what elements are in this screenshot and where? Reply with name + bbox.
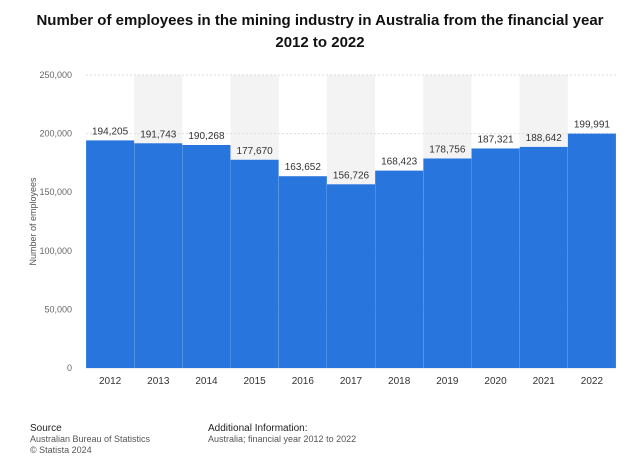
x-tick-label: 2012	[99, 376, 122, 387]
bar	[423, 158, 472, 368]
bar-value-label: 187,321	[477, 134, 514, 145]
x-tick-label: 2017	[340, 376, 363, 387]
x-tick-label: 2019	[436, 376, 459, 387]
bar	[230, 159, 279, 368]
bar-value-label: 188,642	[526, 133, 563, 144]
bar	[86, 140, 135, 368]
copyright-line: © Statista 2024	[30, 445, 92, 455]
y-tick-label: 200,000	[39, 129, 72, 139]
y-axis-label: Number of employees	[28, 177, 38, 266]
y-tick-label: 250,000	[39, 70, 72, 80]
bar	[278, 176, 327, 368]
x-axis-ticks: 2012 2013 2014 2015 2016 2017 2018 2019 2020 2021…	[99, 376, 604, 387]
bar-value-label: 194,205	[92, 126, 129, 137]
source-line: Australian Bureau of Statistics	[30, 434, 151, 444]
bar	[182, 145, 231, 368]
bar	[134, 143, 183, 368]
y-tick-label: 150,000	[39, 187, 72, 197]
bar-value-label: 177,670	[237, 146, 274, 157]
x-tick-label: 2018	[388, 376, 411, 387]
bars	[86, 133, 616, 368]
bar-value-label: 191,743	[140, 129, 177, 140]
x-tick-label: 2022	[581, 376, 604, 387]
bar-value-label: 163,652	[285, 162, 322, 173]
additional-info-block: Additional Information: Australia; finan…	[208, 423, 356, 445]
value-labels: 194,205 191,743 190,268 177,670 163,652 156,7…	[92, 120, 610, 182]
additional-info-text: Australia; financial year 2012 to 2022	[208, 434, 357, 444]
bar	[327, 184, 375, 368]
x-tick-label: 2013	[147, 376, 170, 387]
y-axis-ticks: 0 50,000 100,000 150,000 200,000 250,000	[39, 70, 72, 373]
bar-value-label: 178,756	[429, 144, 466, 155]
bar	[567, 133, 616, 368]
x-tick-label: 2015	[244, 376, 267, 387]
additional-info-heading: Additional Information:	[208, 423, 308, 434]
source-block: Source Australian Bureau of Statistics ©…	[30, 423, 150, 456]
y-tick-label: 50,000	[44, 304, 72, 314]
x-tick-label: 2021	[533, 376, 556, 387]
y-tick-label: 100,000	[39, 246, 72, 256]
y-tick-label: 0	[67, 363, 72, 373]
bar	[375, 170, 424, 368]
bar-value-label: 199,991	[574, 120, 611, 131]
bar-value-label: 156,726	[333, 170, 370, 181]
bar	[471, 148, 520, 368]
bar	[519, 146, 568, 368]
x-tick-label: 2016	[292, 376, 315, 387]
source-heading: Source	[30, 423, 62, 434]
chart-title: Number of employees in the mining indust…	[36, 12, 604, 51]
bar-value-label: 168,423	[381, 157, 418, 168]
x-tick-label: 2014	[195, 376, 218, 387]
x-tick-label: 2020	[484, 376, 507, 387]
bar-value-label: 190,268	[188, 131, 225, 142]
